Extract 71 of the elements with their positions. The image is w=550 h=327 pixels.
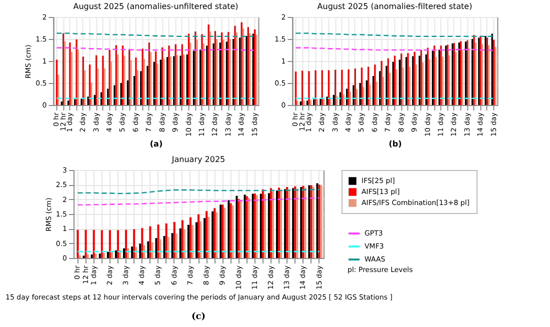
bar [200,221,202,258]
bar [230,203,232,258]
bar [98,254,101,258]
bar [131,246,134,258]
bar [159,239,162,258]
bar [114,250,117,258]
bar [123,248,126,258]
bar [270,188,272,258]
bar [94,254,97,258]
bar [216,212,218,258]
bar [276,190,278,258]
bar [78,255,81,258]
bar [208,216,210,258]
bar [288,190,290,258]
bar [187,224,190,258]
bar [171,233,174,258]
bar [206,211,208,258]
bar [175,234,178,258]
bar [262,189,264,258]
bar [214,208,216,258]
bar [141,228,144,258]
bar [224,208,226,258]
bar [264,194,266,258]
bar [268,193,270,258]
bar [139,244,142,258]
bar [236,196,238,258]
bar [278,188,280,258]
bar [100,230,103,258]
bar [102,252,105,258]
bar [125,230,128,258]
bar [84,230,87,258]
text: (b) [388,140,402,149]
bar [155,238,158,258]
bar [173,222,176,258]
bar [108,230,111,258]
bar [149,226,152,258]
text: (c) [192,312,206,322]
bar [92,230,95,258]
line-series [77,197,320,206]
bar [86,254,89,258]
bar [106,252,109,258]
bar [147,241,150,258]
bar [179,228,182,258]
bar [133,229,136,258]
chart-title: August 2025 (anomalies-filtered state) [317,2,472,11]
bar [76,230,79,258]
bar [195,222,198,258]
bar [143,245,146,258]
bar [110,252,113,258]
bar [163,236,166,258]
text: (a) [150,140,163,149]
bar [212,211,214,258]
bar [116,230,119,258]
bar [165,223,168,258]
bar [181,220,184,258]
bar [183,229,186,258]
bar [272,191,274,258]
bar [90,254,93,258]
bar [191,225,194,258]
bar [151,242,154,258]
bar [157,224,160,258]
bar [228,200,230,258]
bar [260,194,262,258]
bar [296,188,298,258]
chart-title: August 2025 (anomalies-unfiltered state) [73,2,238,11]
bar [280,190,282,258]
chart-title: January 2025 [170,155,226,164]
bar [189,217,192,258]
bar [167,236,170,258]
bar [204,218,206,258]
bar [197,214,200,258]
